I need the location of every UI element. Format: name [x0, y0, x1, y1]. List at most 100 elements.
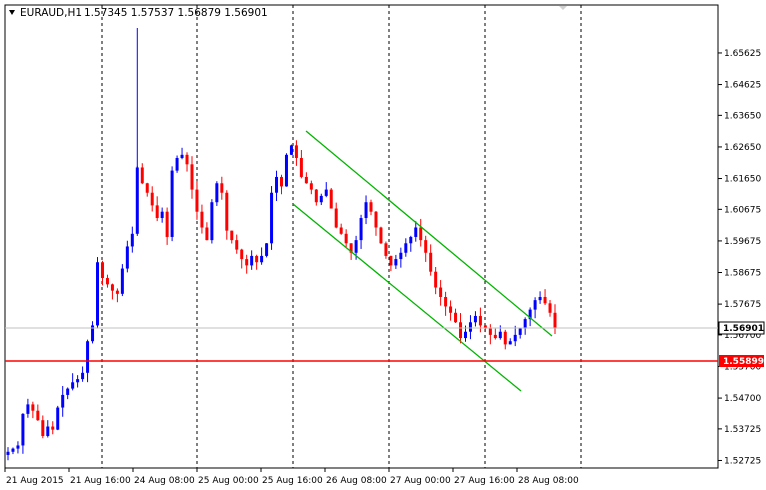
- candle-body: [498, 331, 502, 339]
- candle-body: [235, 240, 239, 250]
- price-tick-label: 1.62650: [724, 143, 761, 153]
- candle-body: [110, 284, 114, 291]
- price-tick-label: 1.63650: [724, 111, 761, 121]
- candle-body: [275, 176, 279, 193]
- candle-body: [245, 259, 249, 266]
- candle-body: [424, 240, 428, 253]
- candle-body: [135, 167, 139, 234]
- price-tick-label: 1.57675: [724, 300, 761, 310]
- candle-body: [250, 255, 254, 266]
- candle-body: [473, 315, 477, 323]
- triangle-down-icon[interactable]: [9, 10, 15, 15]
- candle-body: [41, 420, 45, 436]
- candle-body: [46, 426, 50, 436]
- candle-body: [508, 341, 512, 345]
- time-tick-label: 27 Aug 00:00: [390, 476, 451, 486]
- candle-body: [270, 192, 274, 244]
- candle-body: [409, 236, 413, 244]
- period-separators: [101, 5, 582, 468]
- candle-body: [220, 183, 224, 193]
- candle-body: [150, 192, 154, 206]
- candle-body: [66, 388, 70, 395]
- candle-body: [205, 227, 209, 241]
- price-tick-label: 1.56700: [724, 331, 761, 341]
- candle-body: [344, 233, 348, 244]
- channel-upper-line[interactable]: [305, 130, 553, 337]
- candle-body: [100, 262, 104, 279]
- channel-lower-line[interactable]: [292, 203, 522, 392]
- candle-body: [339, 227, 343, 234]
- candle-body: [528, 309, 532, 320]
- candle-body: [6, 451, 10, 455]
- candle-body: [165, 211, 169, 237]
- candle-body: [354, 240, 358, 253]
- level-price-tag: [719, 355, 764, 367]
- candle-body: [503, 331, 507, 345]
- candle-body: [478, 315, 482, 326]
- time-tick-label: 24 Aug 08:00: [134, 476, 195, 486]
- candle-body: [160, 211, 164, 219]
- price-tick-label: 1.52725: [724, 456, 761, 466]
- candle-body: [255, 255, 259, 263]
- candle-body: [71, 382, 75, 389]
- candle-body: [195, 189, 199, 212]
- candle-body: [493, 334, 497, 339]
- candle-body: [444, 296, 448, 307]
- time-axis-labels: 21 Aug 2015 21 Aug 16:00 24 Aug 08:00 25 Au…: [4, 468, 579, 486]
- candle-body: [359, 218, 363, 241]
- candle-body: [548, 303, 552, 313]
- candle-body: [76, 379, 80, 383]
- candle-body: [16, 445, 20, 449]
- candle-body: [449, 306, 453, 313]
- candle-body: [56, 407, 60, 430]
- candle-body: [260, 255, 264, 263]
- candle-body: [468, 322, 472, 332]
- candle-body: [459, 322, 463, 339]
- candle-body: [309, 183, 313, 190]
- candle-body: [230, 230, 234, 241]
- time-tick-label: 21 Aug 2015: [6, 476, 64, 486]
- time-tick-label: 26 Aug 08:00: [326, 476, 387, 486]
- candle-body: [240, 249, 244, 260]
- symbol-label: EURAUD,H1: [20, 7, 82, 19]
- candle-body: [125, 246, 129, 269]
- time-tick-label: 25 Aug 00:00: [198, 476, 259, 486]
- current-price-tag: [718, 321, 765, 335]
- candle-body: [543, 296, 547, 304]
- time-tick-label: 25 Aug 16:00: [262, 476, 323, 486]
- candle-body: [200, 211, 204, 228]
- ohlc-label: 1.57345 1.57537 1.56879 1.56901: [84, 7, 268, 19]
- candle-body: [434, 271, 438, 288]
- candle-body: [454, 312, 458, 323]
- candle-body: [394, 259, 398, 266]
- candle-body: [483, 325, 487, 329]
- candle-body: [155, 205, 159, 219]
- candle-body: [533, 300, 537, 310]
- price-tick-label: 1.54700: [724, 394, 761, 404]
- candle-body: [21, 413, 25, 446]
- candle-body: [304, 176, 308, 184]
- candle-body: [36, 410, 40, 421]
- price-tick-label: 1.61650: [724, 175, 761, 185]
- price-tick-label: 1.58675: [724, 269, 761, 279]
- candle-body: [26, 404, 30, 414]
- candle-body: [81, 372, 85, 380]
- current-price-tag-text: 1.56901: [723, 324, 764, 334]
- candle-body: [379, 227, 383, 244]
- price-tick-label: 1.60675: [724, 205, 761, 215]
- candle-body: [513, 334, 517, 342]
- one-click-trading-icon[interactable]: [559, 6, 567, 10]
- time-tick-label: 21 Aug 16:00: [70, 476, 131, 486]
- candle-body: [374, 211, 378, 228]
- candle-body: [324, 189, 328, 196]
- candle-body: [538, 296, 542, 301]
- candle-body: [190, 164, 194, 190]
- candle-body: [180, 154, 184, 158]
- time-tick-label: 28 Aug 08:00: [518, 476, 579, 486]
- candle-body: [115, 290, 119, 294]
- candle-body: [210, 202, 214, 241]
- candle-body: [145, 183, 149, 193]
- candle-body: [349, 243, 353, 253]
